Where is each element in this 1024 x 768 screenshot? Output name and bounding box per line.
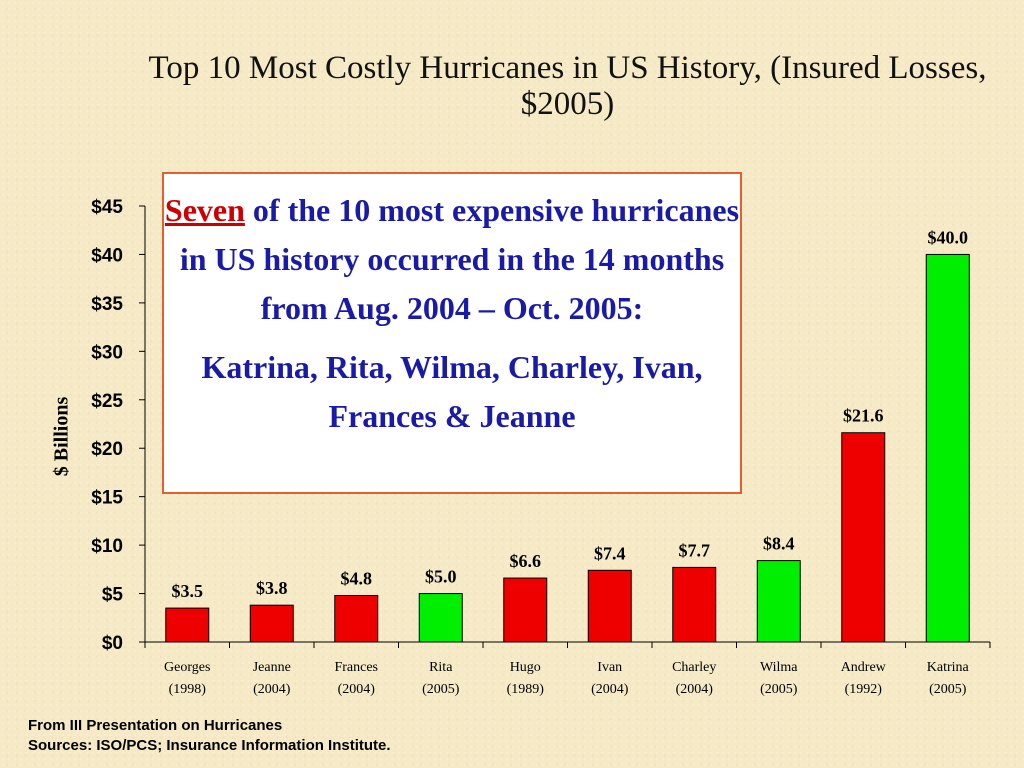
x-category-label: Charley (672, 660, 716, 675)
x-year-label: (1998) (169, 682, 207, 697)
callout-line2: Katrina, Rita, Wilma, Charley, Ivan, Fra… (201, 349, 703, 434)
bar (418, 593, 463, 643)
x-year-label: (2005) (929, 682, 967, 697)
callout-box: Seven of the 10 most expensive hurricane… (162, 172, 742, 494)
y-tick-label: $10 (91, 536, 123, 557)
bar (925, 253, 970, 643)
y-tick-label: $25 (91, 391, 123, 412)
bar (249, 604, 294, 643)
y-tick-label: $5 (102, 585, 124, 606)
bar (165, 607, 210, 643)
x-year-label: (2004) (591, 682, 629, 697)
x-year-label: (2005) (422, 682, 460, 697)
chart-axes: $0 $5 $10 $15 $20 $25 $30 $35 $40 $45 (91, 197, 991, 654)
bar (841, 432, 886, 643)
bar-value-label: $7.7 (679, 540, 711, 560)
y-tick-label: $35 (91, 294, 123, 315)
bar (334, 594, 379, 643)
x-year-label: (2005) (760, 682, 798, 697)
bar-value-label: $3.8 (256, 578, 288, 598)
x-year-label: (2004) (253, 682, 291, 697)
x-category-label: Ivan (597, 660, 622, 675)
x-category-label: Georges (164, 660, 210, 675)
x-category-label: Frances (334, 660, 378, 675)
y-tick-label: $20 (91, 439, 123, 460)
x-year-label: (1992) (845, 682, 883, 697)
bar-value-label: $5.0 (425, 567, 457, 587)
y-tick-label: $45 (91, 197, 123, 218)
x-year-label: (2004) (338, 682, 376, 697)
callout-emphasis: Seven (164, 192, 245, 228)
x-category-label: Wilma (760, 660, 798, 675)
chart-bars (165, 253, 970, 643)
x-year-label: (1989) (507, 682, 545, 697)
y-tick-label: $40 (91, 245, 123, 266)
bar (587, 569, 632, 643)
y-tick-label: $30 (91, 342, 123, 363)
x-category-label: Hugo (510, 660, 541, 675)
bar-value-label: $40.0 (928, 227, 969, 247)
x-category-label: Rita (429, 660, 453, 675)
bar-value-label: $8.4 (763, 534, 795, 554)
bar (503, 577, 548, 643)
bar-value-label: $6.6 (510, 551, 542, 571)
x-year-label: (2004) (676, 682, 714, 697)
callout-text: Seven of the 10 most expensive hurricane… (164, 186, 740, 333)
footer-line2: Sources: ISO/PCS; Insurance Information … (28, 737, 391, 754)
bar-value-label: $4.8 (341, 568, 373, 588)
bar-value-label: $7.4 (594, 543, 626, 563)
x-category-label: Jeanne (253, 660, 291, 675)
y-axis-label: $ Billions (50, 396, 73, 477)
x-category-label: Andrew (841, 660, 887, 675)
chart-labels: $3.5 Georges (1998) $3.8 Jeanne (2004) $4.8 Fra… (164, 227, 969, 697)
callout-line1: of the 10 most expensive hurricanes in U… (179, 192, 740, 326)
bar (672, 566, 717, 643)
footer-line1: From III Presentation on Hurricanes (28, 717, 283, 734)
x-category-label: Katrina (927, 660, 970, 675)
y-tick-label: $0 (102, 633, 123, 654)
bar-value-label: $3.5 (172, 581, 204, 601)
y-tick-label: $15 (91, 488, 123, 509)
chart-title: Top 10 Most Costly Hurricanes in US Hist… (148, 50, 987, 122)
bar-value-label: $21.6 (843, 406, 884, 426)
footer: From III Presentation on Hurricanes Sour… (28, 716, 391, 756)
bar (756, 560, 801, 643)
